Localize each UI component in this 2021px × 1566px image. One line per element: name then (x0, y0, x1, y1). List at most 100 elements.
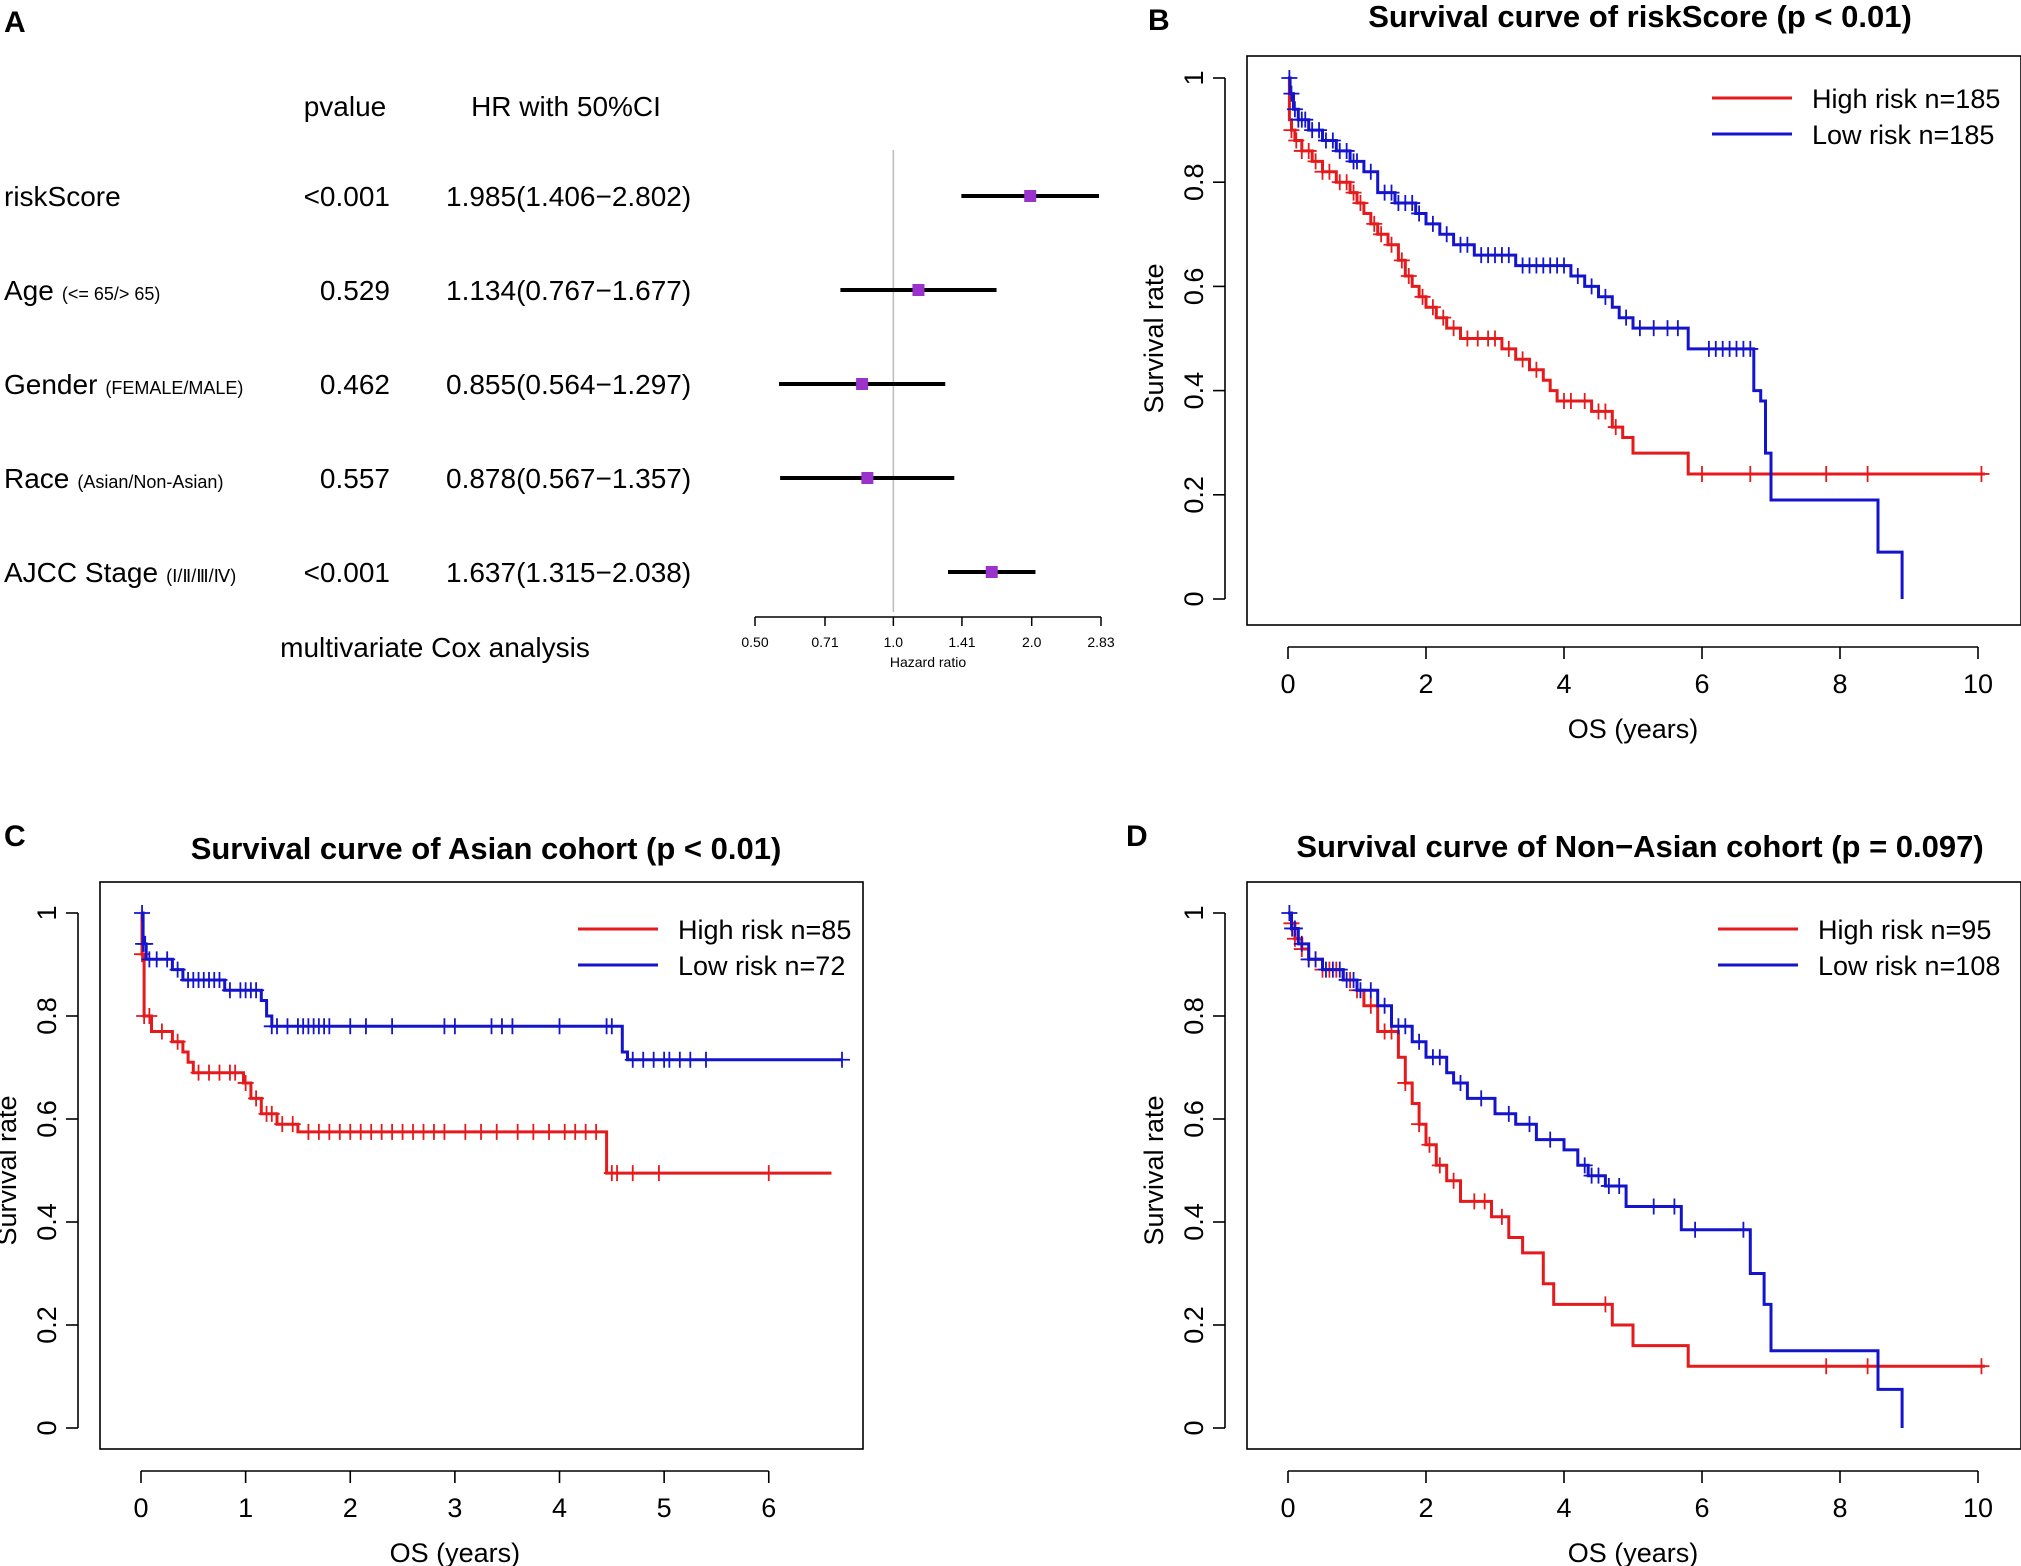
censor-mark (1421, 1136, 1438, 1153)
censor-mark (1569, 267, 1586, 284)
censor-mark (1473, 1090, 1490, 1107)
panel-label-c: C (4, 820, 26, 853)
censor-mark (1411, 205, 1428, 222)
censor-mark (1362, 163, 1379, 180)
forest-row-sublabel: (Asian/Non-Asian) (77, 472, 223, 492)
forest-row-name: Age (4, 275, 54, 306)
censor-mark (169, 1033, 186, 1050)
forest-x-tick-label: 0.71 (811, 634, 838, 650)
censor-mark (1393, 252, 1410, 269)
censor-mark (357, 1018, 374, 1035)
censor-mark (1300, 142, 1317, 159)
censor-mark (1818, 1358, 1835, 1375)
forest-row-label: Gender (FEMALE/MALE) (4, 369, 243, 400)
censor-mark (603, 1018, 620, 1035)
censor-mark (1324, 132, 1341, 149)
censor-mark (1286, 920, 1303, 937)
censor-mark (541, 1123, 558, 1140)
censor-mark (1500, 1105, 1517, 1122)
censor-mark (1556, 257, 1572, 274)
censor-mark (159, 951, 176, 968)
forest-row-name: Race (4, 463, 69, 494)
censor-mark (624, 1165, 641, 1182)
forest-hr-marker (985, 566, 998, 578)
legend-label-low: Low risk n=108 (1818, 951, 2000, 981)
legend-label-high: High risk n=95 (1818, 915, 1991, 945)
censor-mark (1500, 340, 1517, 357)
x-tick-label: 0 (1280, 1493, 1295, 1523)
x-tick-label: 6 (1694, 669, 1709, 699)
censor-mark (1383, 236, 1400, 253)
censor-mark (284, 1116, 301, 1133)
plot-frame (1246, 881, 2021, 1450)
forest-row-sublabel: (FEMALE/MALE) (105, 378, 243, 398)
forest-row-pvalue: 0.462 (320, 369, 390, 400)
censor-mark (1321, 163, 1338, 180)
x-tick-label: 2 (1418, 1493, 1433, 1523)
censor-mark (1283, 85, 1300, 102)
censor-mark (1735, 1221, 1752, 1238)
censor-mark (1431, 1049, 1448, 1066)
chart-title: Survival curve of Asian cohort (p < 0.01… (191, 831, 782, 866)
censor-mark (834, 1051, 850, 1068)
forest-row-pvalue: <0.001 (304, 181, 390, 212)
y-axis-title: Survival rate (1139, 263, 1169, 413)
censor-mark (1293, 935, 1310, 952)
y-tick-label: 0.4 (1179, 1203, 1209, 1241)
censor-mark (1590, 1167, 1607, 1184)
y-tick-label: 0.2 (32, 1306, 62, 1344)
forest-hr-marker (912, 284, 925, 296)
censor-mark (1459, 236, 1476, 253)
forest-row-name: Gender (4, 369, 97, 400)
forest-row-name: AJCC Stage (4, 557, 158, 588)
censor-mark (1445, 320, 1462, 337)
censor-mark (342, 1018, 359, 1035)
censor-mark (1500, 247, 1517, 264)
y-tick-label: 0.2 (1179, 476, 1209, 514)
censor-mark (1542, 1131, 1559, 1148)
forest-panel: A pvalue HR with 50%CI multivariate Cox … (4, 6, 1115, 670)
censor-mark (1404, 195, 1421, 212)
censor-mark (134, 905, 151, 921)
censor-mark (1476, 1193, 1493, 1210)
censor-mark (1311, 122, 1328, 139)
x-tick-label: 6 (1694, 1493, 1709, 1523)
censor-mark (1307, 153, 1324, 170)
censor-mark (1362, 997, 1379, 1014)
x-axis-title: OS (years) (1568, 1538, 1699, 1566)
y-axis-title: Survival rate (0, 1095, 22, 1245)
censor-mark (1487, 330, 1503, 347)
censor-mark (1435, 309, 1452, 326)
censor-mark (1331, 961, 1348, 978)
censor-mark (1607, 419, 1624, 436)
censor-mark (1397, 1074, 1414, 1091)
forest-x-tick-label: 2.83 (1087, 634, 1114, 650)
survival-panel-d: D Survival curve of Non−Asian cohort (p … (1126, 820, 2021, 1566)
forest-row-label: Race (Asian/Non-Asian) (4, 463, 223, 494)
censor-mark (1973, 1358, 1990, 1375)
censor-mark (137, 935, 154, 952)
forest-row-pvalue: 0.529 (320, 275, 390, 306)
forest-row-label: AJCC Stage (Ⅰ/Ⅱ/Ⅲ/Ⅳ) (4, 557, 236, 588)
censor-mark (1973, 465, 1990, 482)
censor-mark (1818, 465, 1835, 482)
plot-frame (99, 881, 864, 1450)
survival-panel-c: C Survival curve of Asian cohort (p < 0.… (0, 820, 864, 1566)
y-tick-label: 0.8 (1179, 163, 1209, 201)
censor-mark (1669, 320, 1686, 337)
y-tick-label: 1 (32, 905, 62, 920)
forest-row-hr-text: 0.855(0.564−1.297) (446, 369, 691, 400)
forest-hr-marker (861, 472, 874, 484)
forest-header-hr: HR with 50%CI (471, 91, 661, 122)
chart-title: Survival curve of riskScore (p < 0.01) (1368, 0, 1912, 34)
censor-mark (1283, 122, 1300, 139)
forest-x-axis-title: Hazard ratio (890, 654, 966, 670)
panel-label-a: A (4, 6, 26, 39)
censor-mark (1645, 320, 1662, 337)
y-tick-label: 0 (1179, 591, 1209, 606)
x-tick-label: 8 (1832, 1493, 1847, 1523)
censor-mark (1281, 70, 1298, 86)
km-curve-low (1288, 76, 1904, 599)
y-tick-label: 0.6 (1179, 1100, 1209, 1138)
censor-mark (525, 1123, 542, 1140)
